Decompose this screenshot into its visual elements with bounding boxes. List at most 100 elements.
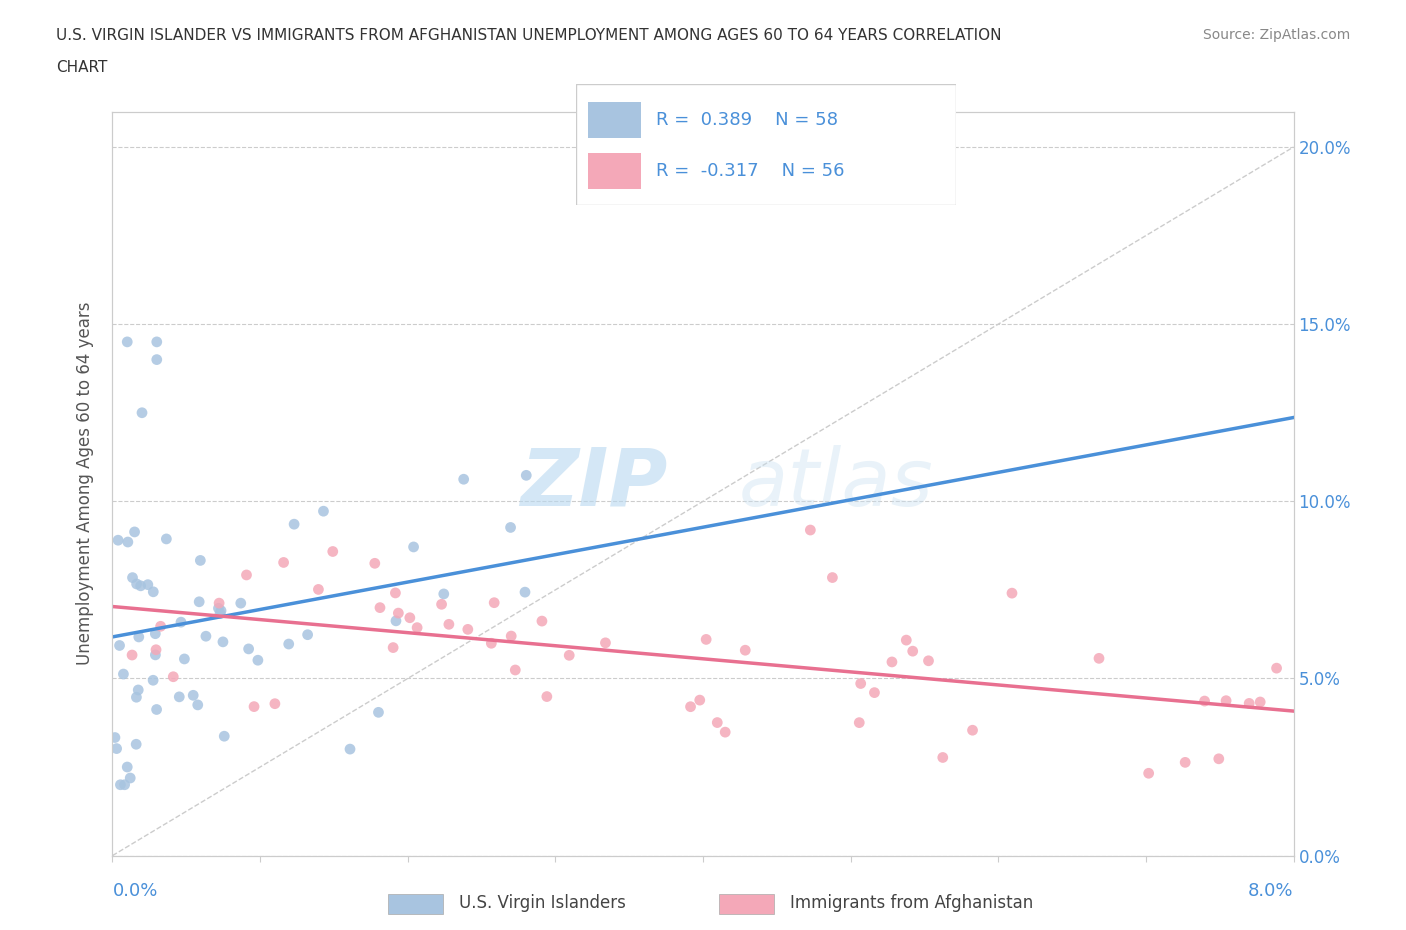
Point [558, 648, 581, 663]
Point [1088, 651, 1111, 666]
Point [503, 662, 526, 677]
Point [121, 647, 143, 662]
Point [114, 777, 136, 792]
Point [501, 629, 523, 644]
Point [238, 642, 260, 657]
Point [457, 622, 479, 637]
Point [499, 520, 522, 535]
FancyBboxPatch shape [576, 84, 956, 205]
Point [235, 567, 257, 582]
Point [142, 672, 165, 687]
Point [273, 555, 295, 570]
Point [482, 595, 505, 610]
Point [433, 587, 456, 602]
Point [169, 689, 191, 704]
Point [212, 634, 235, 649]
Text: Source: ZipAtlas.com: Source: ZipAtlas.com [1202, 28, 1350, 42]
Point [536, 689, 558, 704]
Point [689, 693, 711, 708]
Point [104, 730, 127, 745]
Point [117, 535, 139, 550]
Point [110, 777, 132, 792]
Text: U.S. VIRGIN ISLANDER VS IMMIGRANTS FROM AFGHANISTAN UNEMPLOYMENT AMONG AGES 60 T: U.S. VIRGIN ISLANDER VS IMMIGRANTS FROM … [56, 28, 1001, 43]
Point [695, 632, 717, 647]
Point [1174, 755, 1197, 770]
Point [799, 523, 821, 538]
Point [207, 601, 229, 616]
Point [1215, 693, 1237, 708]
Point [124, 525, 146, 539]
Point [880, 655, 903, 670]
FancyBboxPatch shape [718, 894, 773, 914]
Point [127, 683, 149, 698]
Point [406, 620, 429, 635]
Point [170, 615, 193, 630]
Point [515, 468, 537, 483]
Point [896, 632, 918, 647]
Point [430, 597, 453, 612]
Point [1265, 660, 1288, 675]
Text: Immigrants from Afghanistan: Immigrants from Afghanistan [790, 894, 1033, 912]
Point [142, 584, 165, 599]
Point [145, 702, 167, 717]
Point [339, 741, 361, 756]
Point [246, 653, 269, 668]
Point [146, 335, 169, 350]
Point [479, 636, 502, 651]
Point [382, 640, 405, 655]
Point [125, 737, 148, 751]
Point [243, 699, 266, 714]
Point [212, 729, 235, 744]
Point [307, 582, 329, 597]
Point [112, 667, 135, 682]
Point [384, 586, 406, 601]
Point [679, 699, 702, 714]
Point [105, 741, 128, 756]
Point [530, 614, 553, 629]
Point [513, 585, 536, 600]
Text: R =  0.389    N = 58: R = 0.389 N = 58 [657, 111, 838, 129]
FancyBboxPatch shape [588, 153, 641, 190]
Point [108, 638, 131, 653]
Text: 8.0%: 8.0% [1249, 882, 1294, 899]
Point [129, 578, 152, 593]
Point [1208, 751, 1230, 766]
Point [437, 617, 460, 631]
Point [1249, 695, 1271, 710]
Point [595, 635, 617, 650]
Point [121, 570, 143, 585]
Point [277, 637, 299, 652]
Point [264, 697, 287, 711]
Point [188, 594, 211, 609]
Point [1137, 765, 1160, 780]
Point [143, 626, 166, 641]
Point [209, 606, 232, 621]
Point [146, 352, 169, 367]
Point [848, 715, 870, 730]
Point [136, 578, 159, 592]
Point [145, 643, 167, 658]
FancyBboxPatch shape [388, 894, 443, 914]
Text: ZIP: ZIP [520, 445, 668, 523]
Point [128, 630, 150, 644]
Text: CHART: CHART [56, 60, 108, 75]
Point [849, 676, 872, 691]
Point [932, 750, 955, 764]
Point [1237, 696, 1260, 711]
Point [385, 614, 408, 629]
Point [364, 556, 387, 571]
Point [367, 705, 389, 720]
Point [734, 643, 756, 658]
FancyBboxPatch shape [588, 101, 641, 138]
Point [155, 531, 177, 546]
Point [187, 698, 209, 712]
Point [297, 627, 319, 642]
Point [917, 654, 939, 669]
Point [453, 472, 475, 486]
Point [283, 517, 305, 532]
Text: R =  -0.317    N = 56: R = -0.317 N = 56 [657, 163, 845, 180]
Point [1194, 694, 1216, 709]
Point [209, 604, 232, 618]
Point [312, 504, 335, 519]
Point [208, 596, 231, 611]
